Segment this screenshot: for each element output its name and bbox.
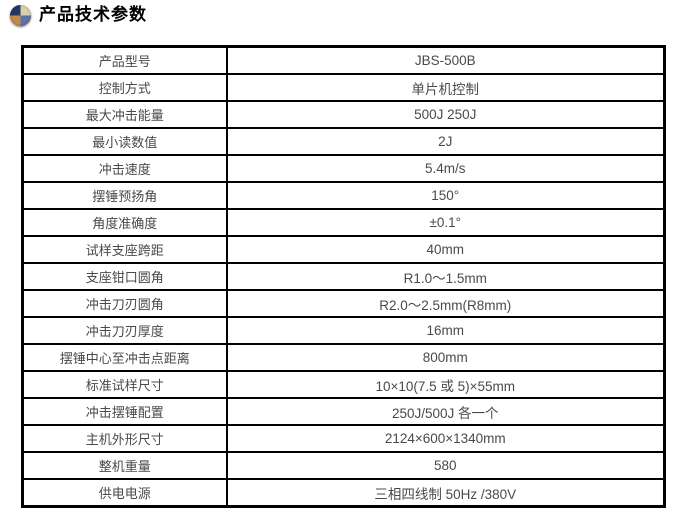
page-title: 产品技术参数	[39, 5, 147, 24]
spec-label: 整机重量	[21, 451, 228, 480]
spec-value: 150°	[225, 181, 666, 210]
table-row: 最小读数值 2J	[21, 127, 666, 156]
table-row: 整机重量 580	[21, 451, 666, 480]
specs-table-body: 产品型号 JBS-500B 控制方式 单片机控制 最大冲击能量 500J 250J 最小读数…	[21, 45, 666, 508]
spec-value: 2124×600×1340mm	[225, 424, 666, 453]
table-row: 供电电源 三相四线制 50Hz /380V	[21, 478, 666, 508]
spec-value: 800mm	[225, 343, 666, 372]
spec-label: 最小读数值	[21, 127, 228, 156]
table-row: 控制方式 单片机控制	[21, 73, 666, 102]
spec-label: 摆锤预扬角	[21, 181, 228, 210]
page-header: 产品技术参数	[10, 4, 147, 26]
table-row: 冲击速度 5.4m/s	[21, 154, 666, 183]
spec-label: 产品型号	[21, 45, 228, 75]
table-row: 最大冲击能量 500J 250J	[21, 100, 666, 129]
table-row: 冲击刀刃厚度 16mm	[21, 316, 666, 345]
spec-value: 10×10(7.5 或 5)×55mm	[225, 370, 666, 399]
spec-value: 16mm	[225, 316, 666, 345]
table-row: 冲击刀刃圆角 R2.0～2.5mm(R8mm)	[21, 289, 666, 318]
spec-label: 标准试样尺寸	[21, 370, 228, 399]
spec-value: R1.0～1.5mm	[225, 262, 666, 291]
table-row: 角度准确度 ±0.1°	[21, 208, 666, 237]
spec-label: 冲击摆锤配置	[21, 397, 228, 426]
spec-label: 供电电源	[21, 478, 228, 508]
spec-value: 580	[225, 451, 666, 480]
spec-label: 冲击速度	[21, 154, 228, 183]
table-row: 试样支座跨距 40mm	[21, 235, 666, 264]
spec-label: 冲击刀刃圆角	[21, 289, 228, 318]
spec-label: 支座钳口圆角	[21, 262, 228, 291]
spec-value: 三相四线制 50Hz /380V	[225, 478, 666, 508]
spec-value: 500J 250J	[225, 100, 666, 129]
table-row: 摆锤预扬角 150°	[21, 181, 666, 210]
table-row: 摆锤中心至冲击点距离 800mm	[21, 343, 666, 372]
spec-label: 控制方式	[21, 73, 228, 102]
table-row: 标准试样尺寸 10×10(7.5 或 5)×55mm	[21, 370, 666, 399]
spec-value: 40mm	[225, 235, 666, 264]
quadrant-sphere-icon	[10, 4, 31, 26]
spec-label: 摆锤中心至冲击点距离	[21, 343, 228, 372]
spec-value: 2J	[225, 127, 666, 156]
spec-value: 250J/500J 各一个	[225, 397, 666, 426]
table-row: 支座钳口圆角 R1.0～1.5mm	[21, 262, 666, 291]
spec-value: ±0.1°	[225, 208, 666, 237]
spec-label: 试样支座跨距	[21, 235, 228, 264]
spec-label: 冲击刀刃厚度	[21, 316, 228, 345]
table-row: 主机外形尺寸 2124×600×1340mm	[21, 424, 666, 453]
spec-label: 最大冲击能量	[21, 100, 228, 129]
table-row: 产品型号 JBS-500B	[21, 45, 666, 75]
spec-value: 5.4m/s	[225, 154, 666, 183]
specs-table: 产品型号 JBS-500B 控制方式 单片机控制 最大冲击能量 500J 250J 最小读数…	[21, 45, 666, 508]
spec-label: 主机外形尺寸	[21, 424, 228, 453]
spec-label: 角度准确度	[21, 208, 228, 237]
spec-value: R2.0～2.5mm(R8mm)	[225, 289, 666, 318]
spec-value: 单片机控制	[225, 73, 666, 102]
table-row: 冲击摆锤配置 250J/500J 各一个	[21, 397, 666, 426]
spec-value: JBS-500B	[225, 45, 666, 75]
